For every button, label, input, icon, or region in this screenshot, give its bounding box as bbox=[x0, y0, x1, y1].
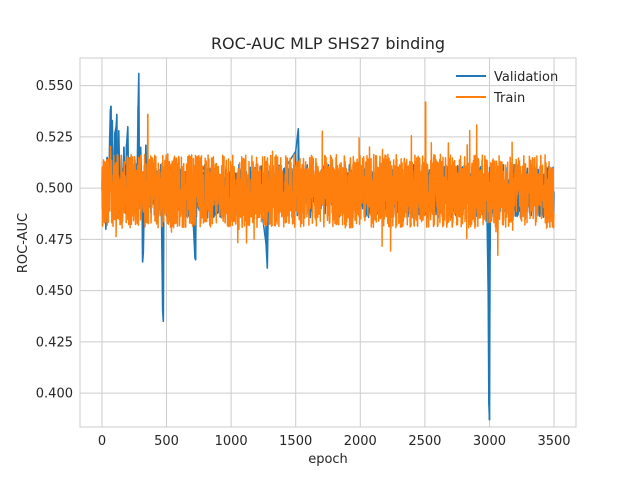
x-tick-label: 2500 bbox=[408, 434, 441, 449]
x-tick-label: 1000 bbox=[215, 434, 248, 449]
legend: Validation Train bbox=[456, 70, 558, 106]
validation-segment bbox=[486, 208, 489, 291]
x-tick-label: 2000 bbox=[344, 434, 377, 449]
x-tick-label: 3000 bbox=[473, 434, 506, 449]
series-line-train bbox=[101, 101, 555, 257]
validation-segment bbox=[488, 249, 491, 420]
plot-background bbox=[80, 58, 576, 427]
x-axis-title: epoch bbox=[308, 452, 348, 467]
y-axis-title: ROC-AUC bbox=[16, 213, 31, 273]
legend-label-validation: Validation bbox=[494, 70, 558, 85]
x-tick-label: 500 bbox=[154, 434, 179, 449]
validation-segment bbox=[160, 212, 164, 312]
y-tick-label: 0.400 bbox=[36, 387, 73, 402]
x-tick-label: 0 bbox=[98, 434, 106, 449]
y-tick-label: 0.425 bbox=[36, 335, 73, 350]
y-tick-label: 0.500 bbox=[36, 182, 73, 197]
validation-segment bbox=[114, 126, 117, 133]
validation-segment bbox=[108, 110, 112, 137]
y-tick-label: 0.550 bbox=[36, 79, 73, 94]
validation-segment bbox=[141, 253, 145, 263]
plot-frame bbox=[79, 57, 577, 428]
validation-segment bbox=[487, 290, 490, 404]
x-tick-labels: 0 500 1000 1500 2000 2500 3000 3500 bbox=[98, 434, 571, 449]
y-tick-label: 0.525 bbox=[36, 130, 73, 145]
legend-label-train: Train bbox=[493, 91, 525, 106]
y-tick-label: 0.475 bbox=[36, 233, 73, 248]
series-layer bbox=[101, 72, 555, 421]
y-tick-labels: 0.400 0.425 0.450 0.475 0.500 0.525 0.550 bbox=[36, 79, 73, 402]
x-tick-label: 1500 bbox=[279, 434, 312, 449]
chart-title: ROC-AUC MLP SHS27 binding bbox=[211, 34, 445, 53]
x-tick-label: 3500 bbox=[537, 434, 570, 449]
y-tick-label: 0.450 bbox=[36, 284, 73, 299]
